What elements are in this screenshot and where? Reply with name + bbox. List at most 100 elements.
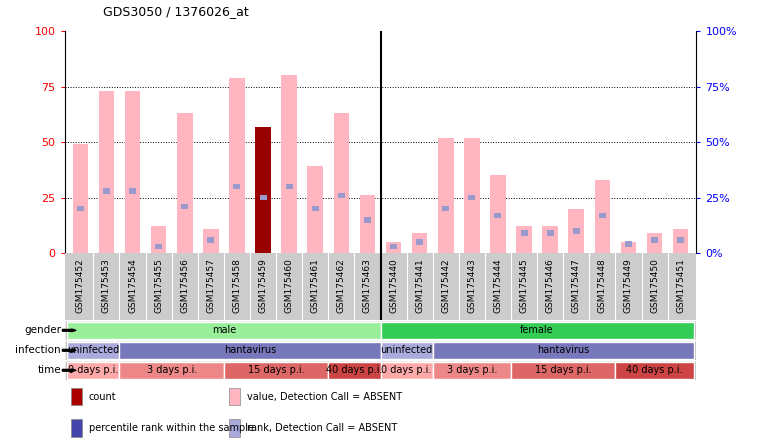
- Bar: [282, 75, 297, 253]
- Text: female: female: [521, 325, 554, 335]
- Bar: [464, 138, 479, 253]
- Text: GSM175459: GSM175459: [259, 258, 268, 313]
- Text: 40 days p.i.: 40 days p.i.: [326, 365, 383, 375]
- Bar: [647, 233, 662, 253]
- Bar: [229, 419, 240, 436]
- Bar: [433, 362, 511, 379]
- Bar: [207, 237, 215, 242]
- Bar: [380, 362, 433, 379]
- Text: 0 days p.i.: 0 days p.i.: [381, 365, 431, 375]
- Bar: [380, 322, 694, 339]
- Bar: [521, 230, 527, 236]
- Bar: [103, 188, 110, 194]
- Text: rank, Detection Call = ABSENT: rank, Detection Call = ABSENT: [247, 423, 396, 433]
- Text: GSM175446: GSM175446: [546, 258, 555, 313]
- Bar: [234, 184, 240, 189]
- Bar: [260, 195, 266, 200]
- Bar: [364, 217, 371, 222]
- Bar: [573, 228, 580, 234]
- Bar: [416, 239, 423, 245]
- Bar: [442, 206, 449, 211]
- Text: hantavirus: hantavirus: [224, 345, 276, 355]
- Bar: [129, 188, 136, 194]
- Bar: [438, 138, 454, 253]
- Bar: [568, 209, 584, 253]
- Bar: [255, 127, 271, 253]
- Bar: [677, 237, 684, 242]
- Bar: [181, 204, 188, 209]
- Bar: [511, 362, 616, 379]
- Bar: [307, 166, 323, 253]
- Text: 0 days p.i.: 0 days p.i.: [68, 365, 119, 375]
- Bar: [119, 362, 224, 379]
- Bar: [338, 193, 345, 198]
- Bar: [72, 144, 88, 253]
- Text: percentile rank within the sample: percentile rank within the sample: [89, 423, 253, 433]
- Bar: [673, 229, 689, 253]
- Bar: [203, 229, 218, 253]
- Text: gender: gender: [24, 325, 61, 335]
- Text: GSM175444: GSM175444: [493, 258, 502, 313]
- Bar: [599, 213, 606, 218]
- Text: GSM175448: GSM175448: [598, 258, 607, 313]
- Bar: [490, 175, 506, 253]
- Bar: [155, 244, 162, 249]
- Text: infection: infection: [15, 345, 61, 355]
- Text: 15 days p.i.: 15 days p.i.: [535, 365, 591, 375]
- Bar: [67, 342, 119, 359]
- Bar: [125, 91, 140, 253]
- Bar: [543, 226, 558, 253]
- Bar: [412, 233, 428, 253]
- Text: male: male: [212, 325, 236, 335]
- Bar: [285, 184, 293, 189]
- Bar: [71, 388, 82, 405]
- Text: GSM175441: GSM175441: [416, 258, 424, 313]
- Text: count: count: [89, 392, 116, 402]
- Bar: [77, 206, 84, 211]
- Bar: [229, 388, 240, 405]
- Bar: [651, 237, 658, 242]
- Text: GSM175454: GSM175454: [128, 258, 137, 313]
- Text: GSM175440: GSM175440: [389, 258, 398, 313]
- Bar: [546, 230, 554, 236]
- Bar: [67, 362, 119, 379]
- Bar: [229, 78, 245, 253]
- Text: uninfected: uninfected: [67, 345, 119, 355]
- Bar: [333, 113, 349, 253]
- Bar: [224, 362, 328, 379]
- Bar: [621, 242, 636, 253]
- Text: GSM175458: GSM175458: [232, 258, 241, 313]
- Bar: [616, 362, 694, 379]
- Text: GSM175451: GSM175451: [677, 258, 685, 313]
- Text: GSM175456: GSM175456: [180, 258, 189, 313]
- Bar: [312, 206, 319, 211]
- Text: 40 days p.i.: 40 days p.i.: [626, 365, 683, 375]
- Text: 3 days p.i.: 3 days p.i.: [447, 365, 497, 375]
- Text: GSM175462: GSM175462: [337, 258, 345, 313]
- Bar: [151, 226, 167, 253]
- Bar: [380, 342, 433, 359]
- Text: value, Detection Call = ABSENT: value, Detection Call = ABSENT: [247, 392, 402, 402]
- Text: GSM175460: GSM175460: [285, 258, 294, 313]
- Bar: [516, 226, 532, 253]
- Text: GSM175453: GSM175453: [102, 258, 111, 313]
- Bar: [360, 195, 375, 253]
- Bar: [177, 113, 193, 253]
- Text: 15 days p.i.: 15 days p.i.: [248, 365, 304, 375]
- Text: 3 days p.i.: 3 days p.i.: [147, 365, 197, 375]
- Text: GSM175450: GSM175450: [650, 258, 659, 313]
- Bar: [433, 342, 694, 359]
- Text: GSM175463: GSM175463: [363, 258, 372, 313]
- Bar: [390, 244, 397, 249]
- Text: GSM175443: GSM175443: [467, 258, 476, 313]
- Text: GSM175447: GSM175447: [572, 258, 581, 313]
- Text: GSM175457: GSM175457: [206, 258, 215, 313]
- Text: GSM175455: GSM175455: [154, 258, 163, 313]
- Bar: [386, 242, 401, 253]
- Bar: [71, 419, 82, 436]
- Bar: [119, 342, 380, 359]
- Bar: [495, 213, 501, 218]
- Text: GSM175442: GSM175442: [441, 258, 451, 313]
- Text: uninfected: uninfected: [380, 345, 433, 355]
- Text: hantavirus: hantavirus: [537, 345, 589, 355]
